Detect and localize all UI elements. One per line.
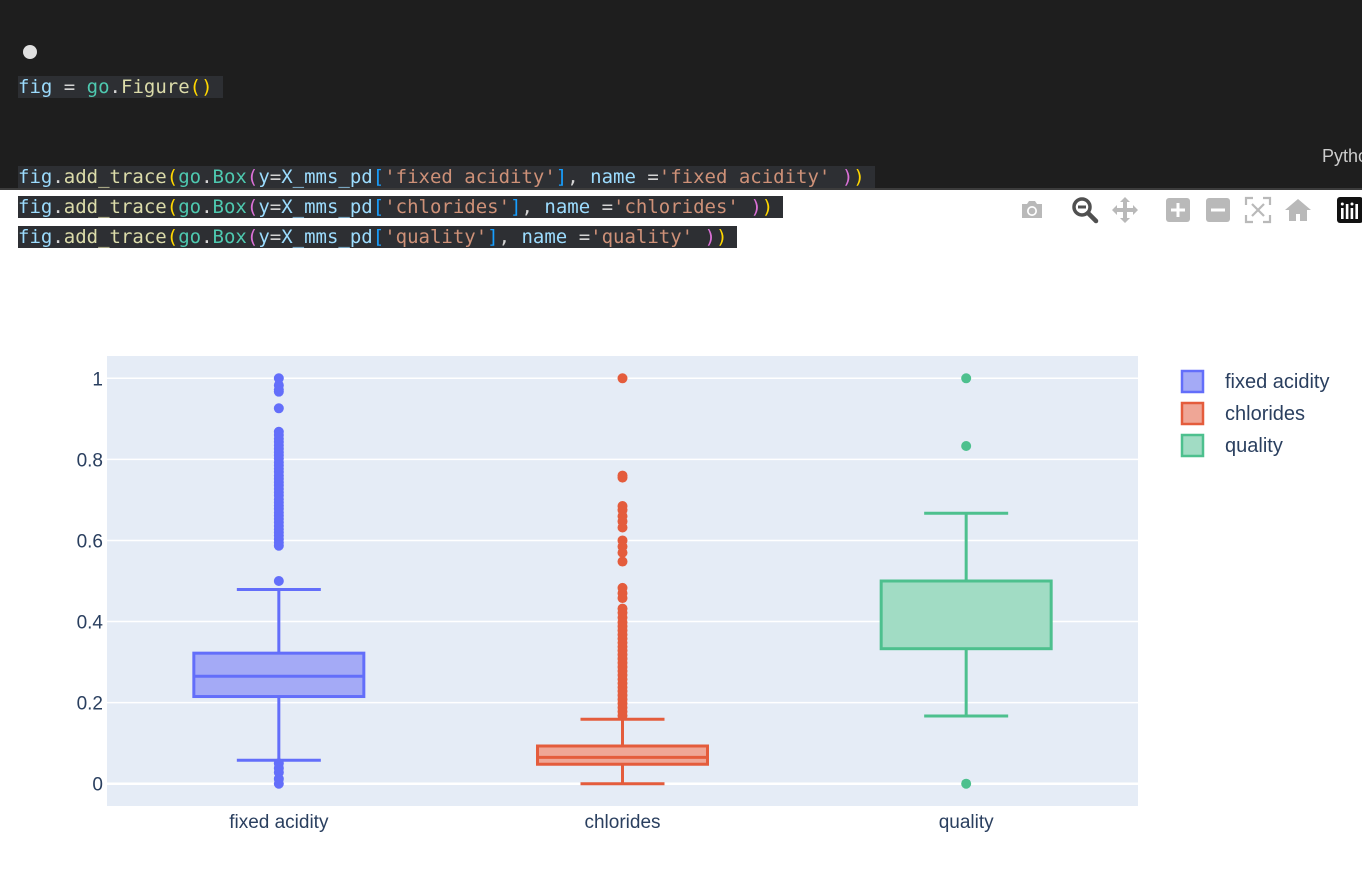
iqr-box[interactable] (879, 579, 1053, 651)
code-token: X_mms_pd (281, 226, 373, 248)
zoom-in-icon[interactable] (1164, 196, 1192, 224)
legend-label: chlorides (1225, 403, 1305, 425)
x-tick-label: chlorides (584, 812, 660, 833)
outlier-point[interactable] (961, 441, 972, 451)
code-token: go (178, 166, 202, 188)
code-cell[interactable]: fig = go.Figure() fig.add_trace(go.Box(y… (0, 0, 1362, 248)
outlier-point[interactable] (273, 778, 284, 789)
y-tick-label: 0.8 (77, 450, 103, 471)
outlier-point[interactable] (617, 710, 628, 721)
code-line-4: fig.add_trace(go.Box(y=X_mms_pd['quality… (18, 222, 875, 252)
legend-item-chlorides[interactable]: chlorides (1180, 401, 1305, 426)
code-token: add_trace (63, 196, 167, 218)
outlier-point[interactable] (617, 593, 628, 604)
code-token: 'fixed acidity' (384, 166, 556, 188)
legend-item-quality[interactable]: quality (1180, 433, 1283, 458)
cursor-indicator (23, 45, 37, 59)
x-tick-label: fixed acidity (229, 812, 329, 833)
code-token: name (590, 166, 636, 188)
code-line-3: fig.add_trace(go.Box(y=X_mms_pd['chlorid… (18, 192, 875, 222)
outlier-point[interactable] (273, 373, 284, 384)
code-token: name (521, 226, 568, 248)
legend-swatch (1180, 369, 1205, 394)
plotly-logo-icon[interactable] (1336, 196, 1362, 224)
code-token: add_trace (63, 166, 167, 188)
pan-icon[interactable] (1111, 196, 1139, 224)
outlier-point[interactable] (273, 386, 284, 397)
outlier-point[interactable] (961, 373, 972, 384)
legend-label: quality (1225, 435, 1283, 457)
box-trace-chlorides[interactable] (536, 373, 709, 786)
outlier-point[interactable] (617, 373, 628, 384)
outlier-point[interactable] (961, 778, 972, 789)
outlier-point[interactable] (273, 540, 284, 551)
code-token: go (178, 196, 202, 218)
language-label[interactable]: Pytho (1321, 146, 1362, 166)
outlier-point[interactable] (617, 547, 628, 558)
y-tick-label: 0.6 (77, 531, 103, 552)
code-token: 'chlorides' (613, 196, 739, 218)
box-trace-quality[interactable] (879, 373, 1053, 789)
code-line-2: fig.add_trace(go.Box(y=X_mms_pd['fixed a… (18, 162, 875, 192)
code-token: Figure (121, 76, 190, 98)
code-token: name (544, 196, 591, 218)
legend-swatch (1180, 433, 1205, 458)
legend-item-fixed-acidity[interactable]: fixed acidity (1180, 369, 1330, 394)
legend-label: fixed acidity (1225, 371, 1330, 393)
code-token: Box (212, 166, 247, 188)
camera-icon[interactable] (1018, 196, 1046, 224)
autoscale-icon[interactable] (1244, 196, 1272, 224)
legend: fixed acidity chlorides quality (1180, 369, 1330, 458)
code-token: add_trace (63, 226, 167, 248)
code-token: go (86, 76, 110, 98)
legend-swatch (1180, 401, 1205, 426)
code-token: y (258, 196, 270, 218)
code-token: fig (18, 76, 53, 98)
code-token: 'fixed acidity' (658, 166, 831, 188)
outlier-point[interactable] (273, 576, 284, 586)
box-plot-chart[interactable]: 0 0.2 0.4 0.6 0.8 1 fixed acidity chlorides qua… (0, 240, 1362, 860)
box-traces (192, 373, 1053, 789)
code-token: 'quality' (384, 226, 488, 248)
code-token: fig (18, 226, 53, 248)
zoom-icon[interactable] (1071, 196, 1099, 224)
y-axis-ticks: 0 0.2 0.4 0.6 0.8 1 (77, 369, 104, 795)
outlier-point[interactable] (273, 403, 284, 414)
code-editor[interactable]: fig = go.Figure() fig.add_trace(go.Box(y… (18, 12, 875, 312)
code-token: y (258, 226, 270, 248)
code-token: X_mms_pd (281, 196, 373, 218)
code-token: fig (18, 196, 53, 218)
outlier-point[interactable] (617, 556, 628, 567)
code-token: 'quality' (590, 226, 694, 248)
y-tick-label: 0 (92, 775, 103, 796)
code-token: Box (212, 196, 247, 218)
code-token: 'chlorides' (384, 196, 511, 218)
x-tick-label: quality (939, 812, 994, 833)
code-token: X_mms_pd (281, 166, 373, 188)
code-token: y (258, 166, 270, 188)
code-token: Box (212, 226, 247, 248)
code-token: go (178, 226, 202, 248)
y-tick-label: 0.4 (77, 613, 104, 634)
plotly-modebar (0, 196, 1362, 226)
box-trace-fixed-acidity[interactable] (192, 373, 366, 789)
reset-axes-icon[interactable] (1284, 196, 1312, 224)
code-token: = (52, 76, 87, 98)
code-line-1: fig = go.Figure() (18, 72, 875, 102)
outlier-point[interactable] (617, 472, 628, 483)
outlier-point[interactable] (617, 522, 628, 533)
x-axis-ticks: fixed acidity chlorides quality (229, 812, 994, 833)
iqr-box[interactable] (536, 744, 709, 766)
zoom-out-icon[interactable] (1204, 196, 1232, 224)
code-token: fig (18, 166, 53, 188)
y-tick-label: 1 (92, 369, 103, 390)
y-tick-label: 0.2 (77, 694, 103, 715)
